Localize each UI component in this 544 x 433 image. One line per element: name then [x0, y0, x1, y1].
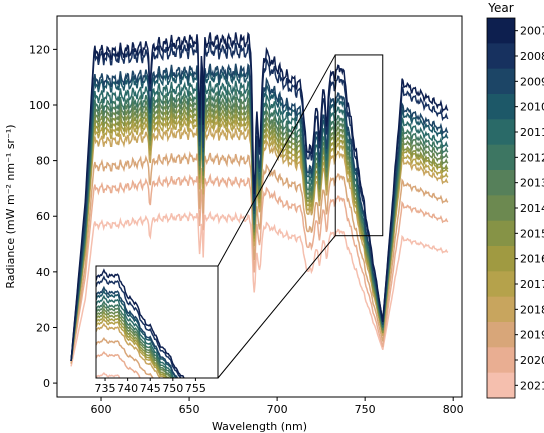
inset-tick-label: 735: [95, 382, 116, 395]
zoom-connector-top: [217, 54, 336, 267]
colorbar-label-2016: 2016: [520, 253, 544, 266]
colorbar-label-2014: 2014: [520, 202, 544, 215]
colorbar-swatch-2012: [487, 144, 515, 171]
inset-series-line-2013: [96, 303, 173, 378]
colorbar-label-2015: 2015: [520, 227, 544, 240]
colorbar-frame: [486, 17, 516, 399]
y-tick-label: 120: [29, 43, 50, 56]
x-tick-label: 650: [179, 403, 200, 416]
y-tick-label: 100: [29, 99, 50, 112]
inset-tick-label: 745: [140, 382, 161, 395]
x-tick-label: 600: [91, 403, 112, 416]
colorbar-swatch-2021: [487, 372, 515, 399]
colorbar-label-2020: 2020: [520, 354, 544, 367]
colorbar-swatch-2018: [487, 296, 515, 323]
inset-series-line-2011: [96, 294, 175, 378]
y-axis-ticks: 0 20 40 60 80 100 120: [29, 43, 57, 390]
series-line-2019: [70, 150, 449, 364]
inset-series-line-2018: [96, 322, 161, 378]
y-tick-label: 20: [36, 321, 50, 334]
inset-series-line-2021: [96, 371, 122, 378]
inset-series-line-2017: [96, 317, 166, 378]
inset-zoom-region: [217, 54, 384, 379]
colorbar-swatch-2010: [487, 94, 515, 120]
colorbar-title: Year: [487, 1, 513, 15]
series-line-2007: [70, 31, 449, 361]
x-axis-label: Wavelength (nm): [212, 420, 307, 433]
x-axis-ticks: 600 650 700 750 800: [91, 397, 464, 416]
colorbar-swatch-2015: [487, 220, 515, 247]
x-tick-label: 750: [355, 403, 376, 416]
colorbar-label-2009: 2009: [520, 75, 544, 88]
y-tick-label: 80: [36, 155, 50, 168]
zoom-connector-bottom: [217, 235, 336, 379]
colorbar-swatch-2008: [487, 43, 515, 70]
colorbar-swatch-2013: [487, 170, 515, 196]
colorbar-swatch-2017: [487, 271, 515, 298]
inset-x-ticks: 735 740 745 750 755: [95, 378, 206, 395]
colorbar-label-2021: 2021: [520, 379, 544, 392]
inset-series-line-2008: [96, 275, 184, 378]
colorbar-label-2007: 2007: [520, 25, 544, 38]
colorbar-label-2011: 2011: [520, 126, 544, 139]
inset-series-line-2015: [96, 310, 170, 378]
colorbar-swatch-2014: [487, 195, 515, 222]
colorbar-label-2010: 2010: [520, 101, 544, 114]
colorbar-swatch-2009: [487, 68, 515, 95]
colorbar-swatch-2020: [487, 347, 515, 374]
y-tick-label: 60: [36, 210, 50, 223]
y-tick-label: 0: [43, 377, 50, 390]
inset-tick-label: 740: [117, 382, 138, 395]
x-tick-label: 700: [267, 403, 288, 416]
inset-series-line-2007: [96, 268, 185, 378]
inset-series-lines: [96, 268, 185, 378]
colorbar-swatch-2016: [487, 246, 515, 272]
colorbar-swatch-2019: [487, 322, 515, 348]
inset-series-line-2012: [96, 300, 174, 378]
colorbar-swatch-2011: [487, 119, 515, 146]
colorbar-label-2008: 2008: [520, 50, 544, 63]
colorbar-label-2017: 2017: [520, 278, 544, 291]
inset-series-line-2020: [96, 350, 141, 378]
colorbar-label-2019: 2019: [520, 329, 544, 342]
colorbar-swatch-2007: [487, 18, 515, 44]
y-tick-label: 40: [36, 266, 50, 279]
zoom-rectangle: [334, 54, 384, 237]
x-tick-label: 800: [443, 403, 464, 416]
inset-frame: [95, 265, 219, 379]
inset-series-line-2009: [96, 285, 179, 378]
series-line-2021: [70, 210, 449, 367]
y-axis-label: Radiance (mW m⁻² nm⁻¹ sr⁻¹): [4, 124, 17, 288]
inset-series-line-2016: [96, 314, 168, 378]
inset-tick-label: 755: [185, 382, 206, 395]
inset-tick-label: 750: [162, 382, 183, 395]
inset-series-line-2019: [96, 336, 154, 378]
colorbar-label-2018: 2018: [520, 303, 544, 316]
colorbar-label-2013: 2013: [520, 177, 544, 190]
series-line-2020: [70, 172, 449, 364]
main-series-lines: [70, 31, 449, 367]
plot-frame: [56, 15, 463, 398]
